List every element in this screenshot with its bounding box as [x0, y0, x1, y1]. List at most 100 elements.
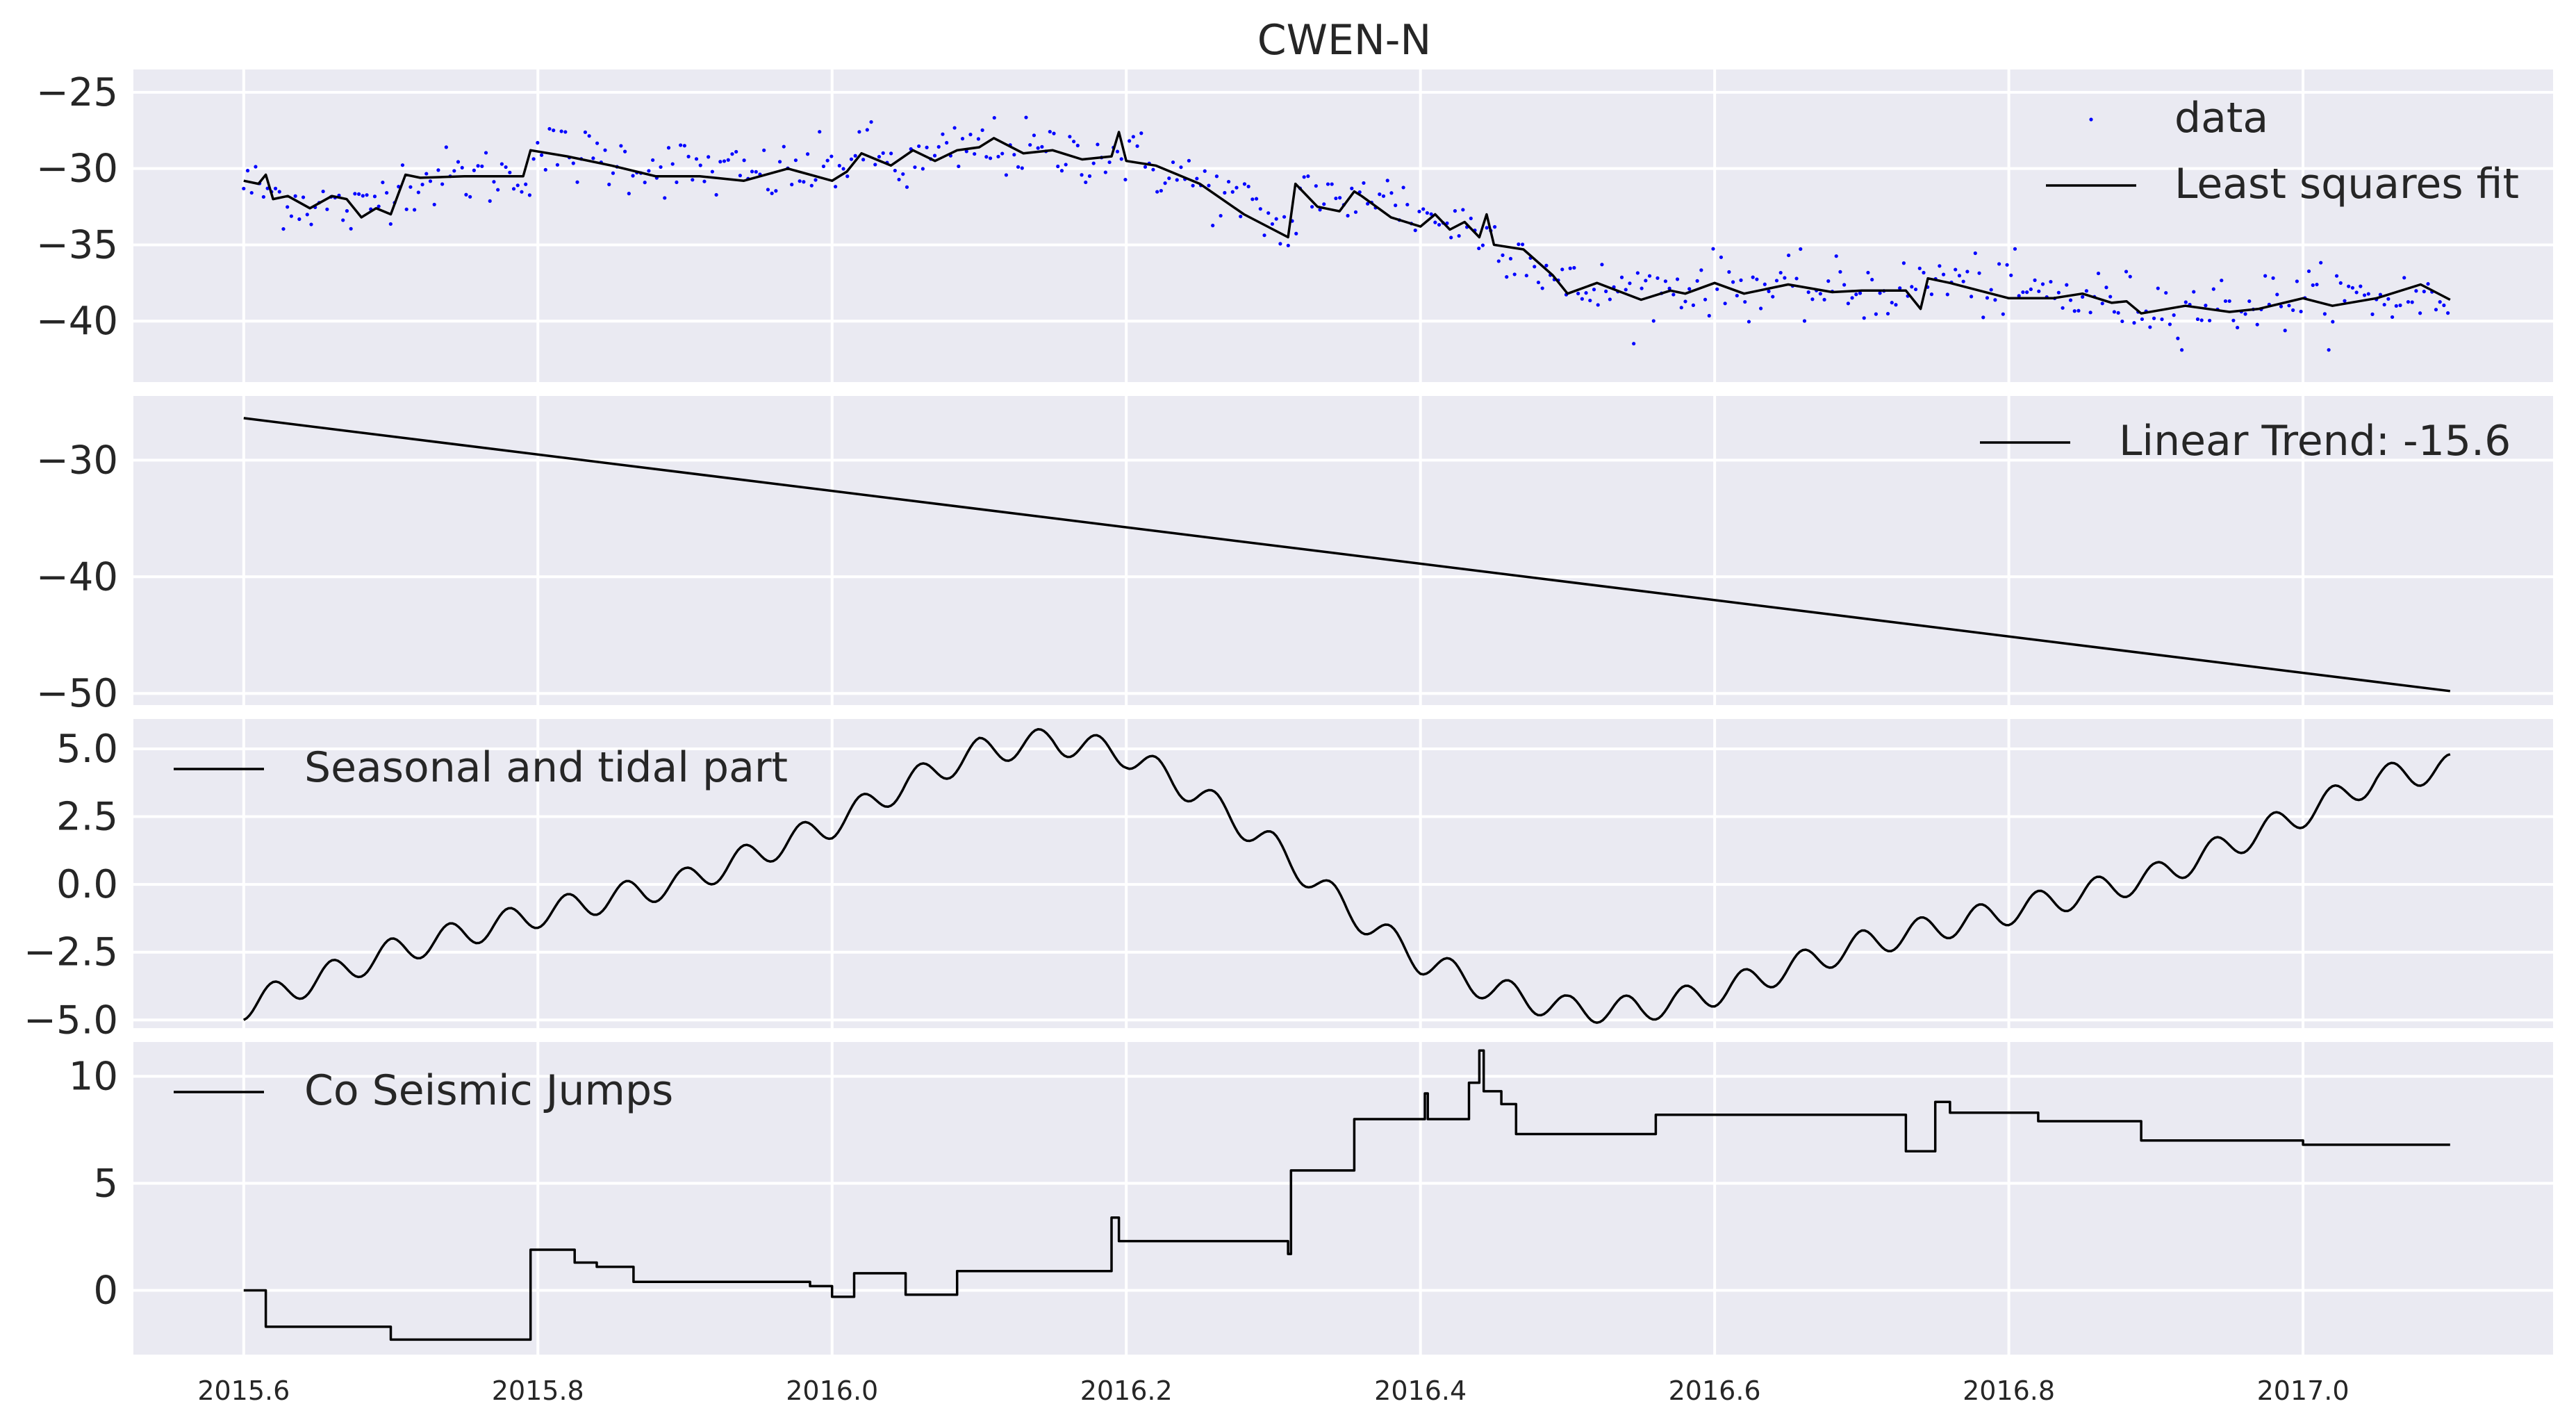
data-point [1024, 115, 1028, 119]
y-tick-label: 5 [93, 1161, 118, 1206]
data-point [1274, 217, 1278, 221]
data-point [877, 155, 882, 159]
data-point [1075, 143, 1080, 148]
data-point [1492, 225, 1497, 229]
data-point [1842, 283, 1847, 287]
data-point [2025, 290, 2029, 295]
y-tick-label: −40 [36, 299, 118, 344]
data-point [1997, 262, 2001, 266]
data-point [325, 207, 329, 211]
data-point [675, 180, 679, 185]
data-point [941, 132, 945, 136]
data-point [1787, 253, 1791, 258]
y-tick-label: −2.5 [24, 930, 118, 975]
data-point [484, 151, 488, 155]
data-point [2406, 299, 2411, 304]
data-point [1282, 215, 1287, 219]
data-point [496, 188, 500, 192]
data-point [1707, 313, 1711, 318]
data-point [2311, 283, 2315, 288]
data-point [345, 209, 349, 213]
data-point [2021, 290, 2025, 295]
data-point [774, 189, 778, 193]
data-point [305, 213, 309, 217]
data-point [707, 155, 711, 159]
data-point [536, 140, 540, 145]
data-point [2152, 316, 2156, 320]
x-tick-label: 2016.0 [786, 1375, 878, 1406]
data-point [1767, 289, 1771, 293]
data-point [957, 164, 961, 169]
data-point [2434, 308, 2438, 312]
data-point [865, 128, 869, 132]
data-point [547, 126, 552, 131]
data-point [1894, 303, 1898, 307]
plot-area [242, 115, 2451, 352]
data-point [1866, 270, 1870, 275]
data-point [1501, 253, 1505, 257]
data-point [1103, 170, 1107, 174]
data-point [631, 174, 635, 178]
data-point [2179, 348, 2184, 352]
data-point [1505, 275, 1509, 279]
data-point [1778, 270, 1783, 275]
data-point [1433, 220, 1437, 224]
data-point [508, 170, 512, 174]
data-point [2255, 322, 2259, 326]
data-point [1850, 296, 1854, 300]
data-point [289, 214, 294, 218]
data-point [1353, 210, 1358, 214]
data-point [861, 158, 866, 162]
data-point [424, 172, 429, 176]
data-point [2426, 282, 2430, 286]
data-point [627, 192, 631, 196]
data-point [1306, 174, 1310, 179]
data-point [2204, 304, 2208, 308]
data-point [1378, 192, 1382, 197]
data-point [973, 151, 977, 156]
data-point [1576, 291, 1580, 296]
data-point [1437, 222, 1442, 227]
data-point [1731, 280, 1735, 284]
data-point [1334, 196, 1338, 201]
data-point [1854, 292, 1858, 297]
data-point [2418, 311, 2422, 315]
data-point [2275, 292, 2279, 297]
data-point [301, 195, 306, 199]
data-point [1302, 175, 1306, 179]
data-point [702, 179, 707, 183]
data-point [1405, 202, 1410, 207]
data-point [595, 141, 600, 145]
data-point [1969, 295, 1974, 299]
data-point [1961, 279, 1965, 283]
data-point [1727, 270, 1731, 274]
data-point [1608, 297, 1612, 301]
data-point [2001, 312, 2005, 316]
data-point [968, 133, 973, 137]
y-tick-label: 0 [93, 1268, 118, 1314]
data-point [436, 168, 440, 172]
data-point [2120, 319, 2124, 324]
data-point [1242, 182, 1247, 186]
data-point [742, 158, 746, 163]
data-point [857, 130, 861, 134]
data-point [2112, 310, 2117, 314]
data-point [1385, 179, 1389, 183]
data-point [2061, 306, 2065, 310]
data-point [2422, 290, 2426, 294]
data-point [2081, 295, 2085, 299]
data-point [309, 222, 313, 226]
data-point [1485, 226, 1489, 230]
data-point [1560, 267, 1564, 272]
y-tick-label: 0.0 [56, 862, 118, 907]
data-point [679, 143, 683, 147]
data-point [1711, 247, 1715, 251]
data-point [1524, 274, 1528, 278]
data-point [1239, 214, 1243, 219]
data-point [492, 180, 496, 184]
data-point [2211, 287, 2215, 291]
data-point [2132, 321, 2136, 325]
data-point [245, 169, 250, 173]
data-point [1087, 174, 1092, 179]
data-point [2208, 318, 2212, 323]
